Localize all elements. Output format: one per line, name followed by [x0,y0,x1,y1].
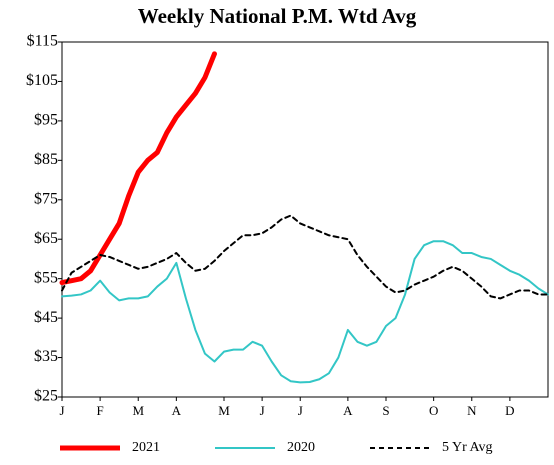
x-tick-label: M [132,403,144,418]
y-tick-label: $25 [34,388,58,405]
x-tick-label: A [172,403,182,418]
x-tick-label: M [218,403,230,418]
y-tick-label: $35 [34,348,58,365]
series-line [61,214,549,300]
y-tick-label: $75 [34,190,58,207]
y-tick-label: $85 [34,151,58,168]
y-tick-label: $105 [26,72,58,89]
x-tick-label: J [59,403,64,418]
series-line [61,240,549,384]
chart-title: Weekly National P.M. Wtd Avg [138,4,417,28]
x-tick-label: J [260,403,265,418]
series-line [59,51,217,286]
x-tick-label: O [429,403,438,418]
plot-frame [61,41,549,398]
legend-label: 5 Yr Avg [442,440,493,455]
x-tick-label: A [343,403,353,418]
x-tick-label: F [97,403,104,418]
y-tick-label: $115 [27,33,58,50]
y-tick-label: $55 [34,269,58,286]
x-tick-label: D [505,403,514,418]
y-tick-label: $65 [34,230,58,247]
x-tick-label: N [467,403,477,418]
y-tick-label: $45 [34,309,58,326]
x-tick-label: J [298,403,303,418]
y-tick-label: $95 [34,112,58,129]
legend-label: 2021 [132,440,160,455]
x-tick-label: S [382,403,389,418]
legend-label: 2020 [287,440,315,455]
